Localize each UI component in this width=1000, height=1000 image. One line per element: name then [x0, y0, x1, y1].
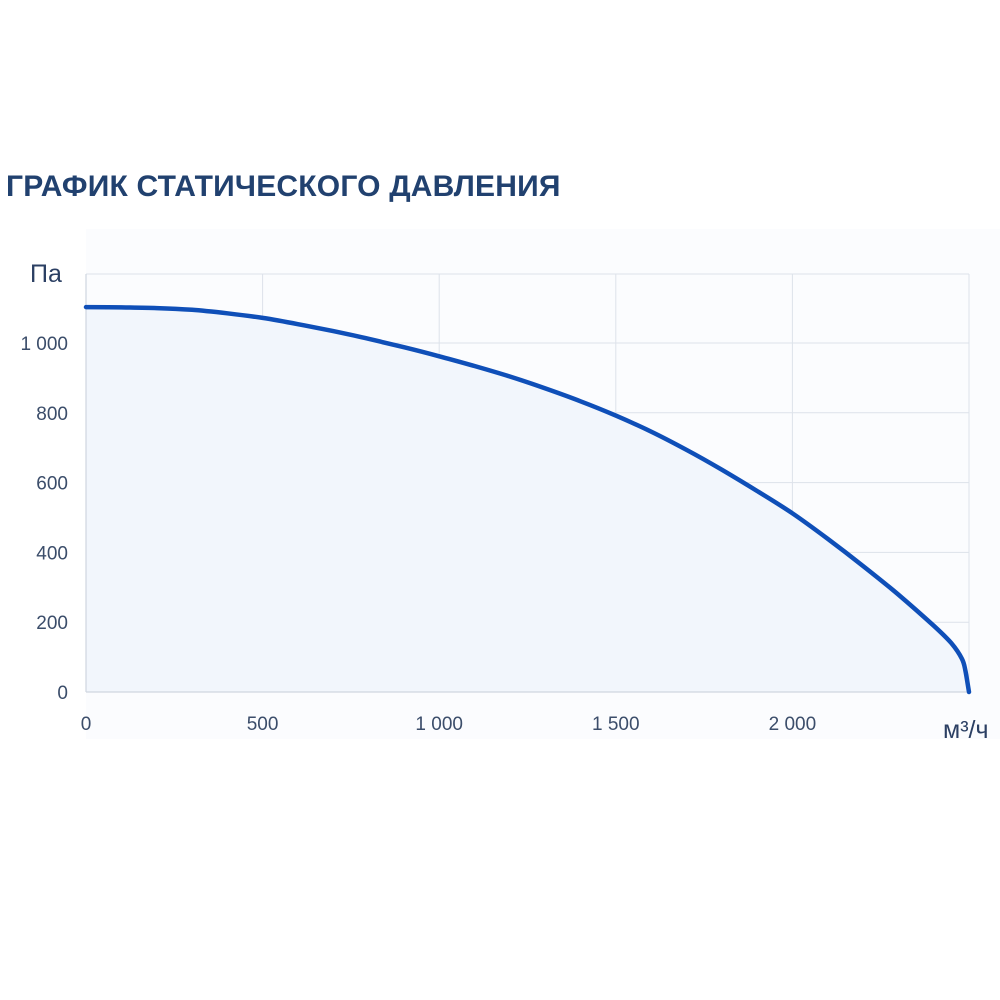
y-tick-label: 1 000 — [20, 334, 68, 355]
x-tick-label: 2 000 — [769, 714, 817, 735]
y-tick-labels: 0 200 400 600 800 1 000 — [20, 334, 68, 704]
y-axis-label: Па — [30, 260, 62, 288]
x-tick-label: 500 — [247, 714, 279, 735]
x-tick-label: 0 — [81, 714, 92, 735]
axes — [85, 274, 969, 693]
chart-title: ГРАФИК СТАТИЧЕСКОГО ДАВЛЕНИЯ — [6, 170, 561, 203]
y-tick-label: 600 — [36, 474, 68, 495]
y-tick-label: 0 — [57, 683, 68, 704]
x-tick-label: 1 500 — [592, 714, 640, 735]
area-fill — [86, 307, 969, 692]
y-tick-label: 200 — [36, 613, 68, 634]
x-axis-label: м³/ч — [943, 716, 988, 744]
pressure-curve — [83, 304, 972, 695]
x-tick-labels: 0 500 1 000 1 500 2 000 — [81, 714, 816, 735]
y-tick-label: 400 — [36, 543, 68, 564]
x-tick-label: 1 000 — [415, 714, 463, 735]
y-tick-label: 800 — [36, 404, 68, 425]
